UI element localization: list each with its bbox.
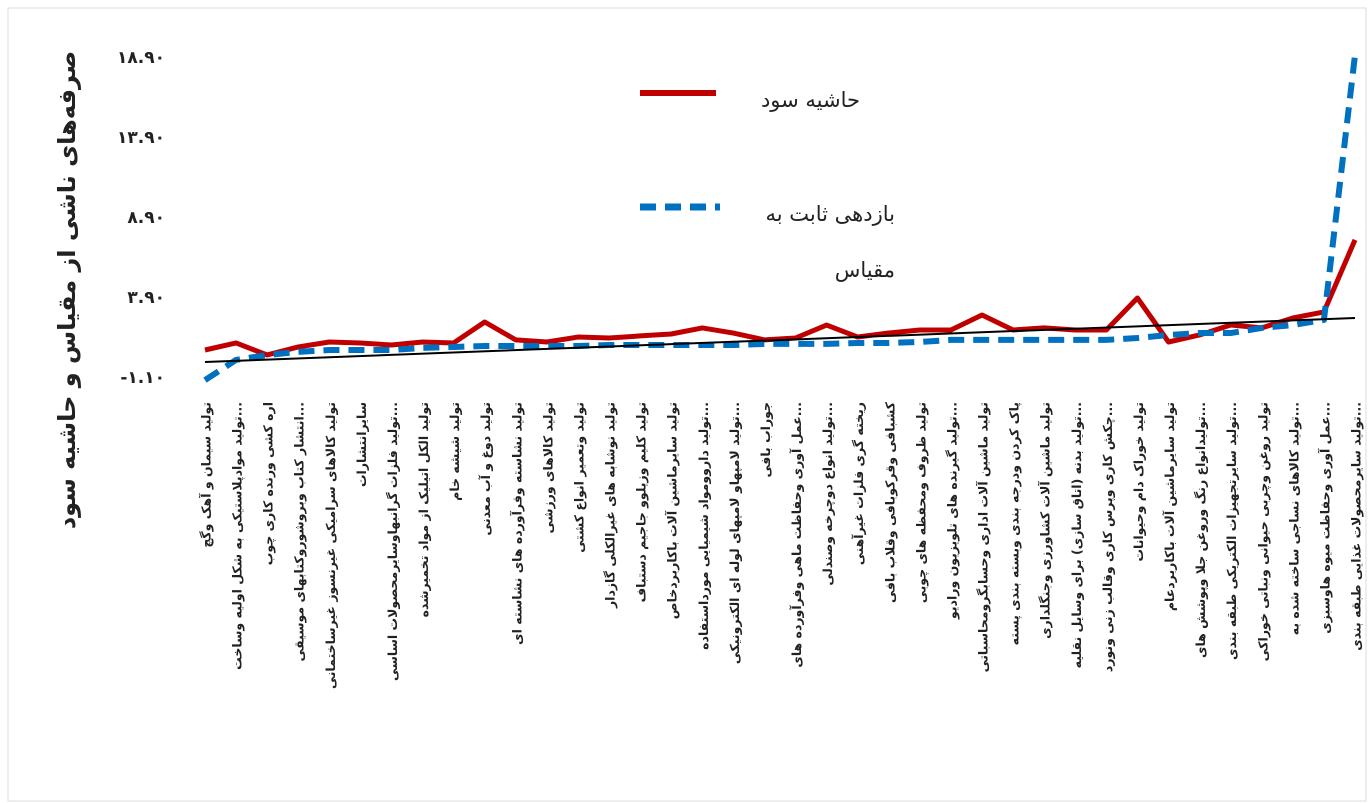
y-tick-label: ۳.۹۰: [127, 288, 165, 308]
x-tick-label: تولید نشاسته وفرآورده های نشاسته ای: [509, 402, 524, 645]
x-tick-label: عمل آوری وحفاظت میوه هاوسبزی...: [1317, 402, 1332, 634]
trend-line: [204, 317, 1356, 363]
legend-label: حاشیه سود: [760, 88, 860, 112]
x-tick-label: تولید کالاهای سرامیکی غیرنسوز غیرساختمان…: [323, 402, 338, 689]
x-tick-label: تولید سیمان و آهک وگچ: [199, 402, 214, 548]
x-tick-label: عمل آوری وحفاظت ماهی وفرآورده های...: [789, 402, 804, 668]
x-tick-label: تولید دوغ و آب معدنی: [478, 402, 493, 536]
x-tick-label: تولید وتعمیر انواع کشتی: [571, 402, 586, 553]
x-tick-label: تولید نوشابه های غیرالکلی گازدار: [603, 402, 618, 609]
x-tick-label: تولیدانواع رنگ وروغن جلا وپوشش های...: [1193, 402, 1208, 658]
x-tick-label: پاک کردن ودرجه بندی وبسته بندی پسته: [1007, 402, 1022, 645]
x-tick-label: تولید بدنه (اتاق سازی) برای وسایل نقلیه.…: [1069, 402, 1084, 668]
x-tick-label: تولید الکل اتیلیک از مواد تخمیرشده: [416, 402, 431, 617]
x-tick-label: تولید سایرتجهیزات الکتریکی طبقه بندی...: [1224, 402, 1239, 660]
y-axis-title: صرفه‌های ناشی از مقیاس و حاشیه سود: [53, 51, 81, 529]
legend-label: بازدهی ثابت به مقیاس: [765, 202, 895, 282]
x-tick-label: تولید سایرماشین آلات باکاربردعام: [1162, 402, 1178, 611]
x-tick-label: کشبافی وقرکوبافی وقلاب بافی: [882, 401, 897, 603]
x-tick-label: تولید کالاهای ورزشی: [540, 402, 555, 533]
x-tick-label: تولید سایرمحصولات غذایی طبقه بندی...: [1349, 402, 1364, 651]
x-tick-label: تولید ماشین آلات کشاورزی وجنگلداری: [1038, 402, 1053, 639]
x-tick-label: تولید شیشه خام: [447, 402, 463, 501]
x-tick-label: تولید گیرنده های تلویزیون ورادیو...: [944, 402, 959, 620]
x-tick-label: انتشار کتاب وبروشوروکتابهای موسیقی...: [292, 402, 307, 662]
y-tick-label: ۸.۹۰: [127, 208, 165, 228]
x-tick-label: تولید موادپلاستیکی به شکل اولیه وساخت...: [230, 402, 245, 670]
x-tick-label: تولید ظروف ومحفظه های چوبی: [913, 402, 928, 603]
x-tick-label: تولید کلیم وزیلوو جاجیم دستباف: [634, 402, 649, 602]
x-tick-label: تولید روغن وچربی حیوانی ونباتی خوراکی: [1255, 402, 1270, 661]
y-tick-label: ۱۳.۹۰: [117, 128, 165, 148]
x-tick-label: تولید لامپهاو لامپهای لوله ای الکترونیکی…: [727, 402, 742, 664]
x-tick-label: تولید انواع دوچرخه وصندلی...: [820, 402, 835, 586]
y-tick-label: -۱.۱۰: [120, 368, 165, 388]
x-tick-label: تولید داروومواد شیمیایی مورداستفاده...: [696, 402, 711, 650]
x-tick-label: اره کشی ورنده کاری چوب: [261, 402, 276, 565]
x-tick-label: تولید فلزات گرانبهاوسایرمحصولات اساسی...: [385, 402, 400, 681]
x-tick-label: سایرانتشارات: [354, 402, 369, 487]
x-tick-label: تولید خوراک دام وحیوانات: [1131, 402, 1147, 562]
x-tick-label: تولید کالاهای نساجی ساخته شده به...: [1286, 402, 1301, 635]
x-tick-label: ریخته گری فلزات غیرآهنی: [851, 402, 866, 565]
y-tick-label: ۱۸.۹۰: [117, 48, 165, 68]
x-tick-label: چکش کاری وپرس کاری وقالب زنی ونورد...: [1100, 402, 1115, 672]
x-tick-label: تولید ماشین آلات اداری وحسابگرومحاسباتی: [976, 402, 991, 672]
series-line: [203, 54, 1358, 383]
frame: [7, 7, 1367, 802]
x-tick-label: تولید سایرماشین آلات باکاربردخاص: [665, 402, 680, 619]
x-tick-label: جوراب بافی: [758, 402, 773, 477]
